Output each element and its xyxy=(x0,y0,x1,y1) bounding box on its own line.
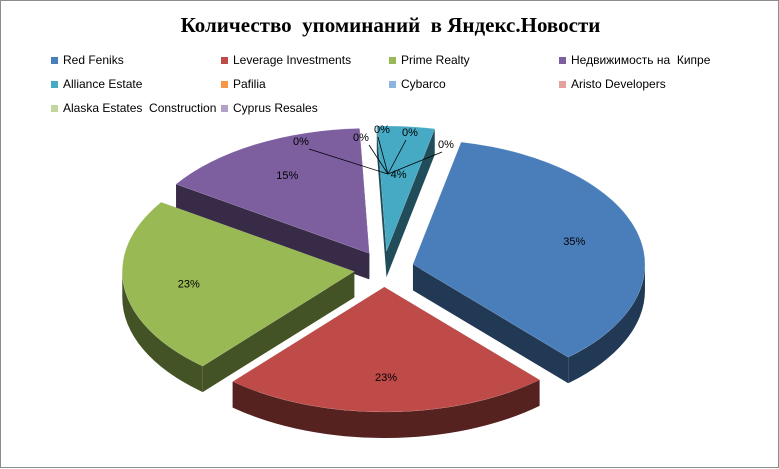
legend-label: Недвижимость на Кипре xyxy=(571,53,711,67)
legend-item: Cybarco xyxy=(389,75,559,93)
pie-slice xyxy=(412,141,646,358)
pie-slice xyxy=(232,286,541,413)
legend-item: Red Feniks xyxy=(51,51,221,69)
pie-slice-wall xyxy=(386,128,435,278)
legend-label: Cyprus Resales xyxy=(233,101,318,115)
legend-label: Leverage Investments xyxy=(233,53,352,67)
pie-data-label: 0% xyxy=(353,132,369,144)
pie-data-label: 4% xyxy=(391,169,407,181)
legend-swatch xyxy=(389,80,396,88)
legend-item: Cyprus Resales xyxy=(221,99,389,117)
pie-slice-wall xyxy=(376,126,387,278)
pie-data-label: 23% xyxy=(375,372,397,384)
legend-swatch xyxy=(559,56,566,64)
pie-leader-line xyxy=(387,139,407,175)
legend-swatch xyxy=(51,56,58,64)
pie-slice xyxy=(376,125,436,252)
chart-legend: Red Feniks Leverage Investments Prime Real… xyxy=(51,51,751,117)
pie-data-label: 23% xyxy=(178,279,200,291)
legend-item: Prime Realty xyxy=(389,51,559,69)
legend-label: Alliance Estate xyxy=(63,77,143,91)
pie-slice xyxy=(175,128,370,254)
pie-leader-line xyxy=(368,144,389,175)
legend-item: Недвижимость на Кипре xyxy=(559,51,729,69)
legend-swatch xyxy=(51,80,58,88)
pie-slice-wall xyxy=(176,184,370,280)
legend-swatch xyxy=(389,56,396,64)
pie-slice-side xyxy=(232,379,540,438)
legend-item: Alliance Estate xyxy=(51,75,221,93)
pie-data-label: 35% xyxy=(563,236,585,248)
legend-item: Alaska Estates Construction xyxy=(51,99,221,117)
pie-data-label: 0% xyxy=(374,124,390,136)
legend-label: Red Feniks xyxy=(63,53,124,67)
legend-label: Cybarco xyxy=(401,77,446,91)
pie-tops xyxy=(122,125,646,413)
pie-leader-line xyxy=(387,151,443,175)
legend-label: Aristo Developers xyxy=(571,77,666,91)
pie-data-label: 0% xyxy=(438,139,454,151)
legend-item: Aristo Developers xyxy=(559,75,729,93)
chart-title: Количество упоминаний в Яндекс.Новости xyxy=(180,13,601,37)
legend-label: Pafilia xyxy=(233,77,266,91)
pie-slice-wall xyxy=(202,271,355,393)
pie-slice xyxy=(122,201,355,367)
pie-slice-side xyxy=(122,271,203,393)
legend-item: Pafilia xyxy=(221,75,389,93)
legend-swatch xyxy=(51,104,58,112)
pie-slice-wall xyxy=(412,264,569,384)
legend-swatch xyxy=(221,80,228,88)
legend-label: Prime Realty xyxy=(401,53,470,67)
pie-data-label: 0% xyxy=(293,136,309,148)
pie-data-label: 0% xyxy=(402,127,418,139)
legend-swatch xyxy=(221,56,228,64)
pie-leader-line xyxy=(308,148,389,175)
legend-swatch xyxy=(221,104,228,112)
pie-slice-side xyxy=(568,264,645,384)
legend-swatch xyxy=(559,80,566,88)
pie-leader-line xyxy=(377,136,389,175)
legend-label: Alaska Estates Construction xyxy=(63,101,217,115)
pie-data-label: 15% xyxy=(276,170,298,182)
legend-item: Leverage Investments xyxy=(221,51,389,69)
pie-labels: 35% 23% 23% 15% 4% 0% 0% 0% 0% 0% xyxy=(178,124,586,384)
